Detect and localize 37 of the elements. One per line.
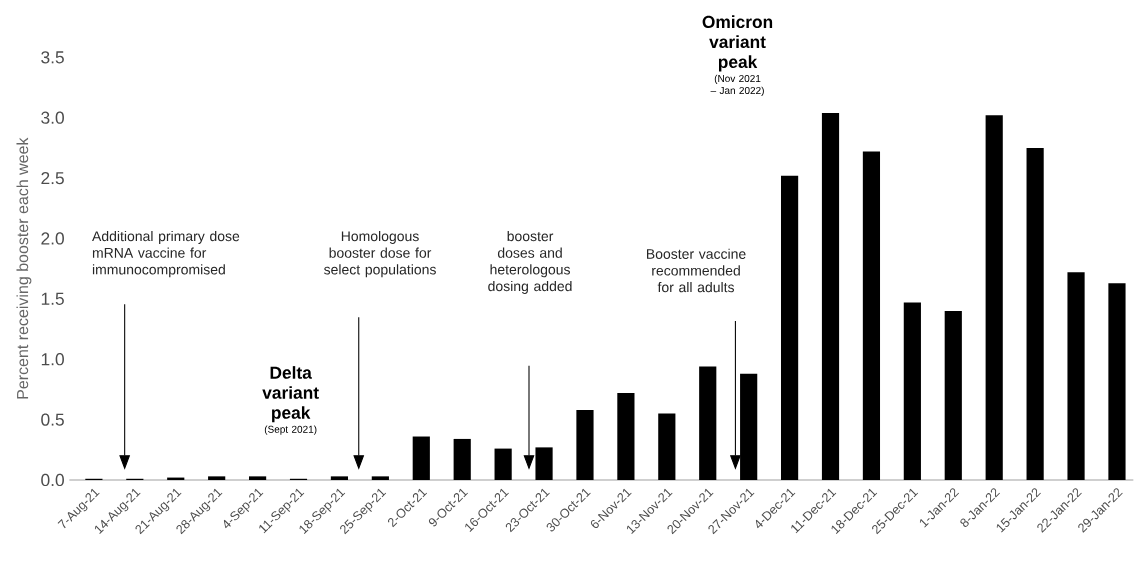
- bar: [1108, 283, 1126, 480]
- bar: [453, 438, 471, 480]
- y-tick-label: 1.5: [41, 292, 64, 305]
- annotation: Homologous booster dose for select populations: [324, 230, 436, 278]
- bar: [780, 175, 799, 480]
- y-tick-label: 2.5: [41, 171, 64, 185]
- bar: [208, 476, 226, 480]
- annotation: (Nov 2021 – Jan 2022): [710, 74, 764, 96]
- annotation: Booster vaccine recommended for all adults: [647, 248, 746, 293]
- bar: [944, 310, 962, 480]
- bar: [903, 302, 921, 480]
- y-tick-label: 1.0: [41, 353, 64, 366]
- bar: [658, 413, 676, 480]
- bar: [576, 409, 594, 480]
- bar: [821, 112, 840, 480]
- y-tick-label: 0.5: [41, 413, 64, 426]
- annotation: Delta variant peak: [262, 366, 319, 423]
- bar: [412, 436, 430, 480]
- bar: [617, 393, 635, 480]
- y-tick-label: 2.0: [41, 232, 64, 245]
- bar: [985, 115, 1003, 480]
- y-axis-title: Percent receiving booster each week: [16, 137, 32, 399]
- y-tick-label: 3.0: [41, 111, 64, 124]
- bar: [494, 448, 512, 480]
- bar: [371, 476, 389, 480]
- bar: [862, 151, 881, 480]
- bar: [699, 366, 717, 480]
- annotation: (Sept 2021): [264, 425, 317, 435]
- bar: [1067, 272, 1085, 480]
- y-tick-label: 0.0: [41, 473, 64, 487]
- bar: [1026, 147, 1044, 480]
- bar: [330, 476, 349, 480]
- bar: [248, 476, 267, 480]
- y-tick-label: 3.5: [41, 51, 64, 64]
- annotation: booster doses and heterologous dosing added: [488, 230, 572, 294]
- annotation: Additional primary dose mRNA vaccine for immunocompromised: [92, 230, 240, 278]
- annotation: Omicron variant peak: [702, 15, 773, 72]
